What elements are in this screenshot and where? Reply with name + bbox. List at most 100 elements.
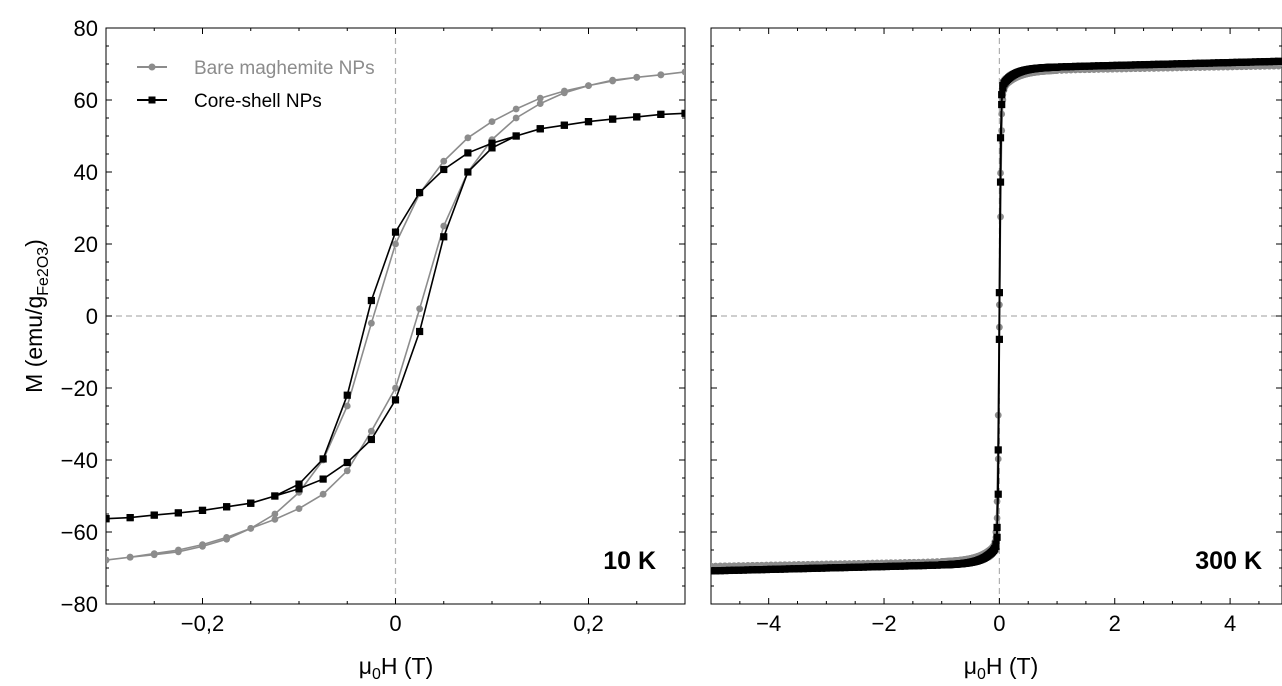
point-bare — [585, 82, 592, 89]
point-core-shell — [762, 565, 770, 574]
point-core-shell — [915, 562, 923, 570]
point-core-shell — [391, 396, 400, 404]
point-core-shell — [790, 565, 798, 573]
y-tick-label: 40 — [74, 160, 98, 185]
point-core-shell — [725, 566, 734, 575]
point-core-shell — [174, 509, 182, 517]
point-core-shell — [836, 564, 844, 572]
point-bare — [657, 71, 665, 79]
point-core-shell — [1205, 59, 1213, 67]
point-bare — [199, 543, 206, 550]
point-core-shell — [758, 566, 766, 574]
point-core-shell — [1108, 61, 1117, 70]
point-core-shell — [1099, 62, 1107, 70]
data-layer — [711, 57, 1282, 575]
point-core-shell — [106, 515, 110, 523]
point-core-shell — [813, 564, 821, 572]
point-core-shell — [1196, 59, 1204, 67]
point-core-shell — [855, 563, 863, 571]
y-axis-title-close: ) — [21, 239, 47, 247]
point-core-shell — [1251, 58, 1260, 66]
point-core-shell — [416, 188, 424, 197]
point-core-shell — [1159, 60, 1167, 68]
point-core-shell — [1233, 58, 1241, 66]
point-core-shell — [1242, 58, 1250, 66]
point-core-shell — [999, 84, 1007, 92]
point-bare — [126, 553, 134, 561]
point-core-shell — [1071, 62, 1080, 71]
point-bare — [440, 222, 448, 230]
point-core-shell — [995, 289, 1003, 297]
point-core-shell — [1067, 63, 1075, 71]
point-core-shell — [343, 391, 351, 399]
point-core-shell — [721, 566, 729, 575]
point-core-shell — [464, 168, 472, 176]
x-tick-label: −4 — [756, 611, 781, 636]
y-tick-label: −40 — [61, 448, 98, 473]
point-core-shell — [996, 134, 1005, 142]
point-core-shell — [785, 565, 794, 573]
point-core-shell — [1127, 61, 1135, 69]
x-tick-label: 4 — [1224, 611, 1236, 636]
point-core-shell — [1256, 58, 1264, 66]
panel-label-300k: 300 K — [1195, 547, 1262, 575]
point-core-shell — [1118, 61, 1126, 69]
point-core-shell — [681, 109, 685, 117]
point-core-shell — [1164, 60, 1172, 68]
point-bare — [536, 94, 544, 102]
point-core-shell — [1113, 61, 1121, 69]
panel-label-10k: 10 K — [603, 547, 656, 575]
point-core-shell — [996, 178, 1005, 186]
point-core-shell — [919, 561, 927, 570]
point-core-shell — [818, 564, 826, 572]
y-tick-label: −80 — [61, 592, 98, 617]
point-core-shell — [882, 562, 890, 571]
point-core-shell — [367, 435, 375, 444]
point-bare — [223, 535, 231, 543]
point-core-shell — [712, 567, 720, 575]
x-tick-label: 0 — [993, 611, 1005, 636]
point-core-shell — [841, 563, 849, 572]
point-core-shell — [1090, 62, 1098, 70]
legend-label-bare: Bare maghemite NPs — [194, 58, 375, 79]
point-core-shell — [657, 110, 665, 118]
x-tick-label: 0 — [389, 611, 401, 636]
point-core-shell — [859, 563, 867, 571]
point-core-shell — [319, 475, 327, 483]
point-core-shell — [1085, 62, 1093, 70]
point-core-shell — [822, 564, 830, 572]
y-tick-label: 80 — [74, 16, 98, 41]
y-axis-title: M (emu/gFe2O3) — [21, 239, 52, 393]
point-bare — [536, 100, 544, 107]
point-core-shell — [1219, 59, 1227, 67]
point-core-shell — [896, 562, 904, 570]
point-core-shell — [753, 566, 761, 574]
point-core-shell — [776, 565, 784, 573]
point-bare — [367, 427, 375, 435]
point-core-shell — [873, 563, 881, 571]
point-bare — [247, 525, 255, 532]
point-bare — [106, 556, 110, 564]
point-core-shell — [247, 499, 255, 507]
point-core-shell — [767, 565, 775, 573]
point-bare — [343, 402, 351, 410]
y-tick-label: −60 — [61, 520, 98, 545]
point-core-shell — [1122, 61, 1130, 69]
point-core-shell — [1274, 57, 1282, 65]
point-core-shell — [295, 480, 303, 488]
point-core-shell — [1228, 58, 1236, 67]
point-core-shell — [150, 511, 158, 519]
point-bare — [319, 490, 327, 498]
point-core-shell — [1238, 58, 1246, 66]
point-core-shell — [1062, 63, 1070, 71]
legend-marker-bare — [148, 63, 156, 71]
point-core-shell — [1201, 59, 1209, 67]
point-bare — [343, 467, 351, 475]
y-axis-title-subscript: Fe2O3 — [35, 247, 52, 296]
point-core-shell — [1104, 62, 1112, 70]
point-core-shell — [1187, 59, 1195, 68]
point-core-shell — [994, 446, 1002, 454]
point-core-shell — [1154, 60, 1163, 68]
y-tick-label: −20 — [61, 376, 98, 401]
point-core-shell — [901, 562, 909, 570]
